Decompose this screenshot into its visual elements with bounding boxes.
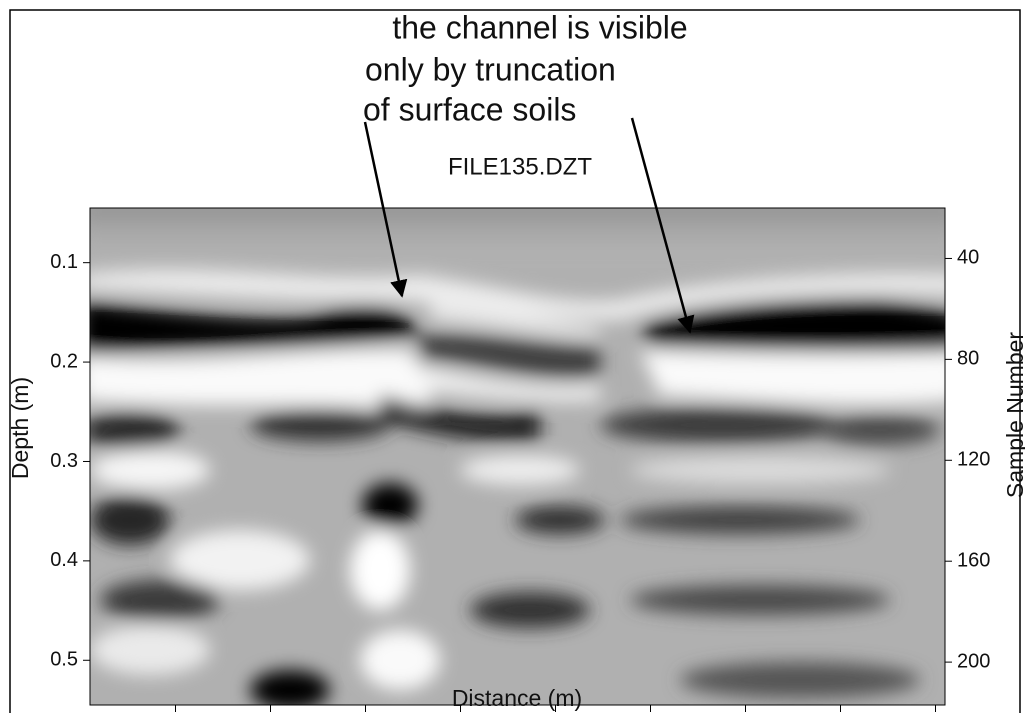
x-tick-label: 7.0 <box>922 711 950 713</box>
arrow <box>630 117 695 334</box>
y-tick-label: 0.3 <box>50 450 78 472</box>
y-tick-label: 0.1 <box>50 251 78 273</box>
x-tick-label: 6.0 <box>447 711 475 713</box>
y2-tick-label: 80 <box>957 348 979 370</box>
annotation: the channel is visible <box>392 9 687 45</box>
y2-tick-label: 160 <box>957 549 990 571</box>
annotation: only by truncation <box>365 51 616 87</box>
y-tick-label: 0.4 <box>50 549 78 571</box>
x-tick-label: 6.8 <box>827 711 855 713</box>
y2-tick-label: 120 <box>957 449 990 471</box>
plot-border <box>89 207 946 706</box>
x-tick-label: 6.2 <box>542 711 570 713</box>
annotation: of surface soils <box>363 91 576 127</box>
frame <box>9 9 1021 713</box>
x-tick-label: 5.4 <box>162 711 190 713</box>
y-tick-label: 0.5 <box>50 649 78 671</box>
x-axis-label: Distance (m) <box>452 685 582 711</box>
x-tick-label: 5.6 <box>257 711 285 713</box>
y2-tick-label: 40 <box>957 247 979 269</box>
y2-axis-label: Sample Number <box>1002 332 1025 499</box>
x-tick-label: 5.8 <box>352 711 380 713</box>
x-tick-label: 6.6 <box>732 711 760 713</box>
y-tick-label: 0.2 <box>50 350 78 372</box>
arrow <box>363 121 408 298</box>
chart-title: FILE135.DZT <box>448 153 592 180</box>
y2-tick-label: 200 <box>957 650 990 672</box>
radargram-image <box>90 208 945 705</box>
y-axis-label: Depth (m) <box>7 377 33 479</box>
x-tick-label: 6.4 <box>637 711 665 713</box>
